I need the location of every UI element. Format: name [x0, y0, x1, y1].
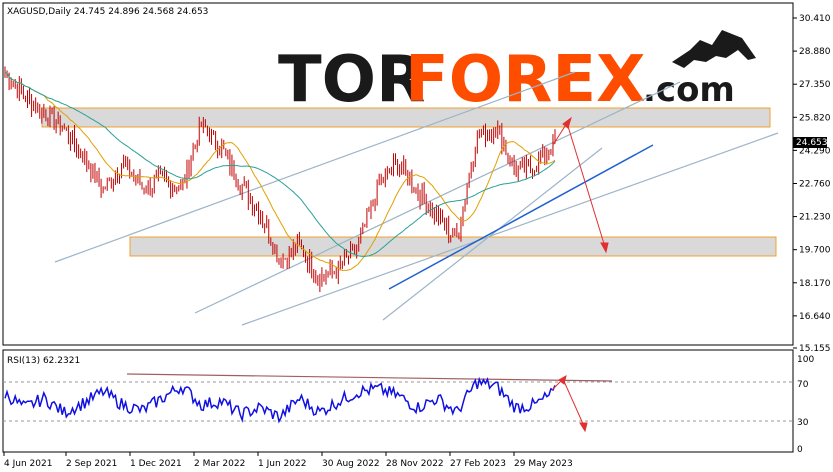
date-tick-label: 1 Dec 2021	[130, 459, 182, 469]
price-tick-label: 25.820	[799, 113, 831, 123]
date-tick-label: 27 Feb 2023	[450, 459, 506, 469]
forecast-arrow-up	[552, 122, 568, 146]
trendline-upper-channel	[54, 71, 576, 263]
price-tick-label: 15.155	[799, 344, 831, 354]
date-tick-label: 28 Nov 2022	[386, 459, 444, 469]
bull-icon	[672, 30, 756, 68]
rsi-series-line	[4, 376, 556, 424]
zones	[41, 107, 777, 257]
blue-trendline	[388, 144, 654, 290]
rsi-arrow-down-head-icon	[579, 422, 588, 433]
rsi-forecast-arrows	[551, 374, 588, 433]
price-tick-label: 24.290	[799, 146, 831, 156]
price-tick-label: 22.760	[799, 179, 831, 189]
rsi-label: RSI(13) 62.2321	[7, 356, 80, 366]
rsi-axis: 100 70 30 0	[797, 355, 814, 455]
date-tick-label: 4 Jun 2021	[4, 459, 52, 469]
trendline-short-support	[382, 147, 603, 321]
date-axis: 4 Jun 2021 2 Sep 2021 1 Dec 2021 2 Mar 2022…	[3, 452, 573, 469]
rsi-tick-label: 30	[797, 418, 809, 428]
symbol-info: XAGUSD,Daily 24.745 24.896 24.568 24.653	[7, 7, 208, 17]
price-axis: 30.410 28.880 27.350 25.820 24.290 22.760 21.2…	[793, 14, 831, 354]
date-tick-label: 2 Mar 2022	[194, 459, 245, 469]
price-tick-label: 19.700	[799, 246, 831, 256]
arrow-down-head-icon	[600, 242, 609, 254]
trendline-steep-channel	[194, 81, 681, 314]
date-tick-label: 29 May 2023	[514, 459, 573, 469]
torforex-logo: TOR FOREX .com	[278, 30, 756, 117]
price-tick-label: 16.640	[799, 312, 831, 322]
logo-text-tor: TOR	[278, 43, 425, 117]
trendline-long-support	[241, 132, 779, 326]
price-tick-label: 28.880	[799, 47, 831, 57]
date-tick-label: 2 Sep 2021	[66, 459, 117, 469]
rsi-arrow-down	[562, 378, 585, 427]
rsi-plot-frame	[2, 349, 794, 453]
rsi-tick-label: 100	[797, 355, 814, 365]
price-tick-label: 30.410	[799, 14, 831, 24]
logo-text-com: .com	[643, 70, 735, 110]
date-tick-label: 1 Jun 2022	[258, 459, 306, 469]
price-tick-label: 18.170	[799, 279, 831, 289]
moving-average-fast	[4, 72, 556, 272]
price-tick-label: 21.230	[799, 213, 831, 223]
price-tick-label: 27.350	[799, 80, 831, 90]
moving-average-slow	[4, 72, 556, 257]
current-price-badge	[793, 137, 827, 148]
support-zone	[129, 236, 777, 257]
main-plot-frame	[2, 2, 794, 346]
rsi-trendline	[126, 373, 613, 382]
price-candles	[4, 66, 556, 293]
rsi-tick-label: 70	[797, 380, 809, 390]
trendlines	[54, 71, 779, 326]
rsi-tick-label: 0	[797, 445, 803, 455]
forecast-arrows	[552, 116, 609, 254]
forecast-arrow-down	[566, 122, 606, 248]
logo-text-forex: FOREX	[405, 43, 645, 117]
date-tick-label: 30 Aug 2022	[322, 459, 380, 469]
current-price-label: 24.653	[796, 138, 828, 148]
